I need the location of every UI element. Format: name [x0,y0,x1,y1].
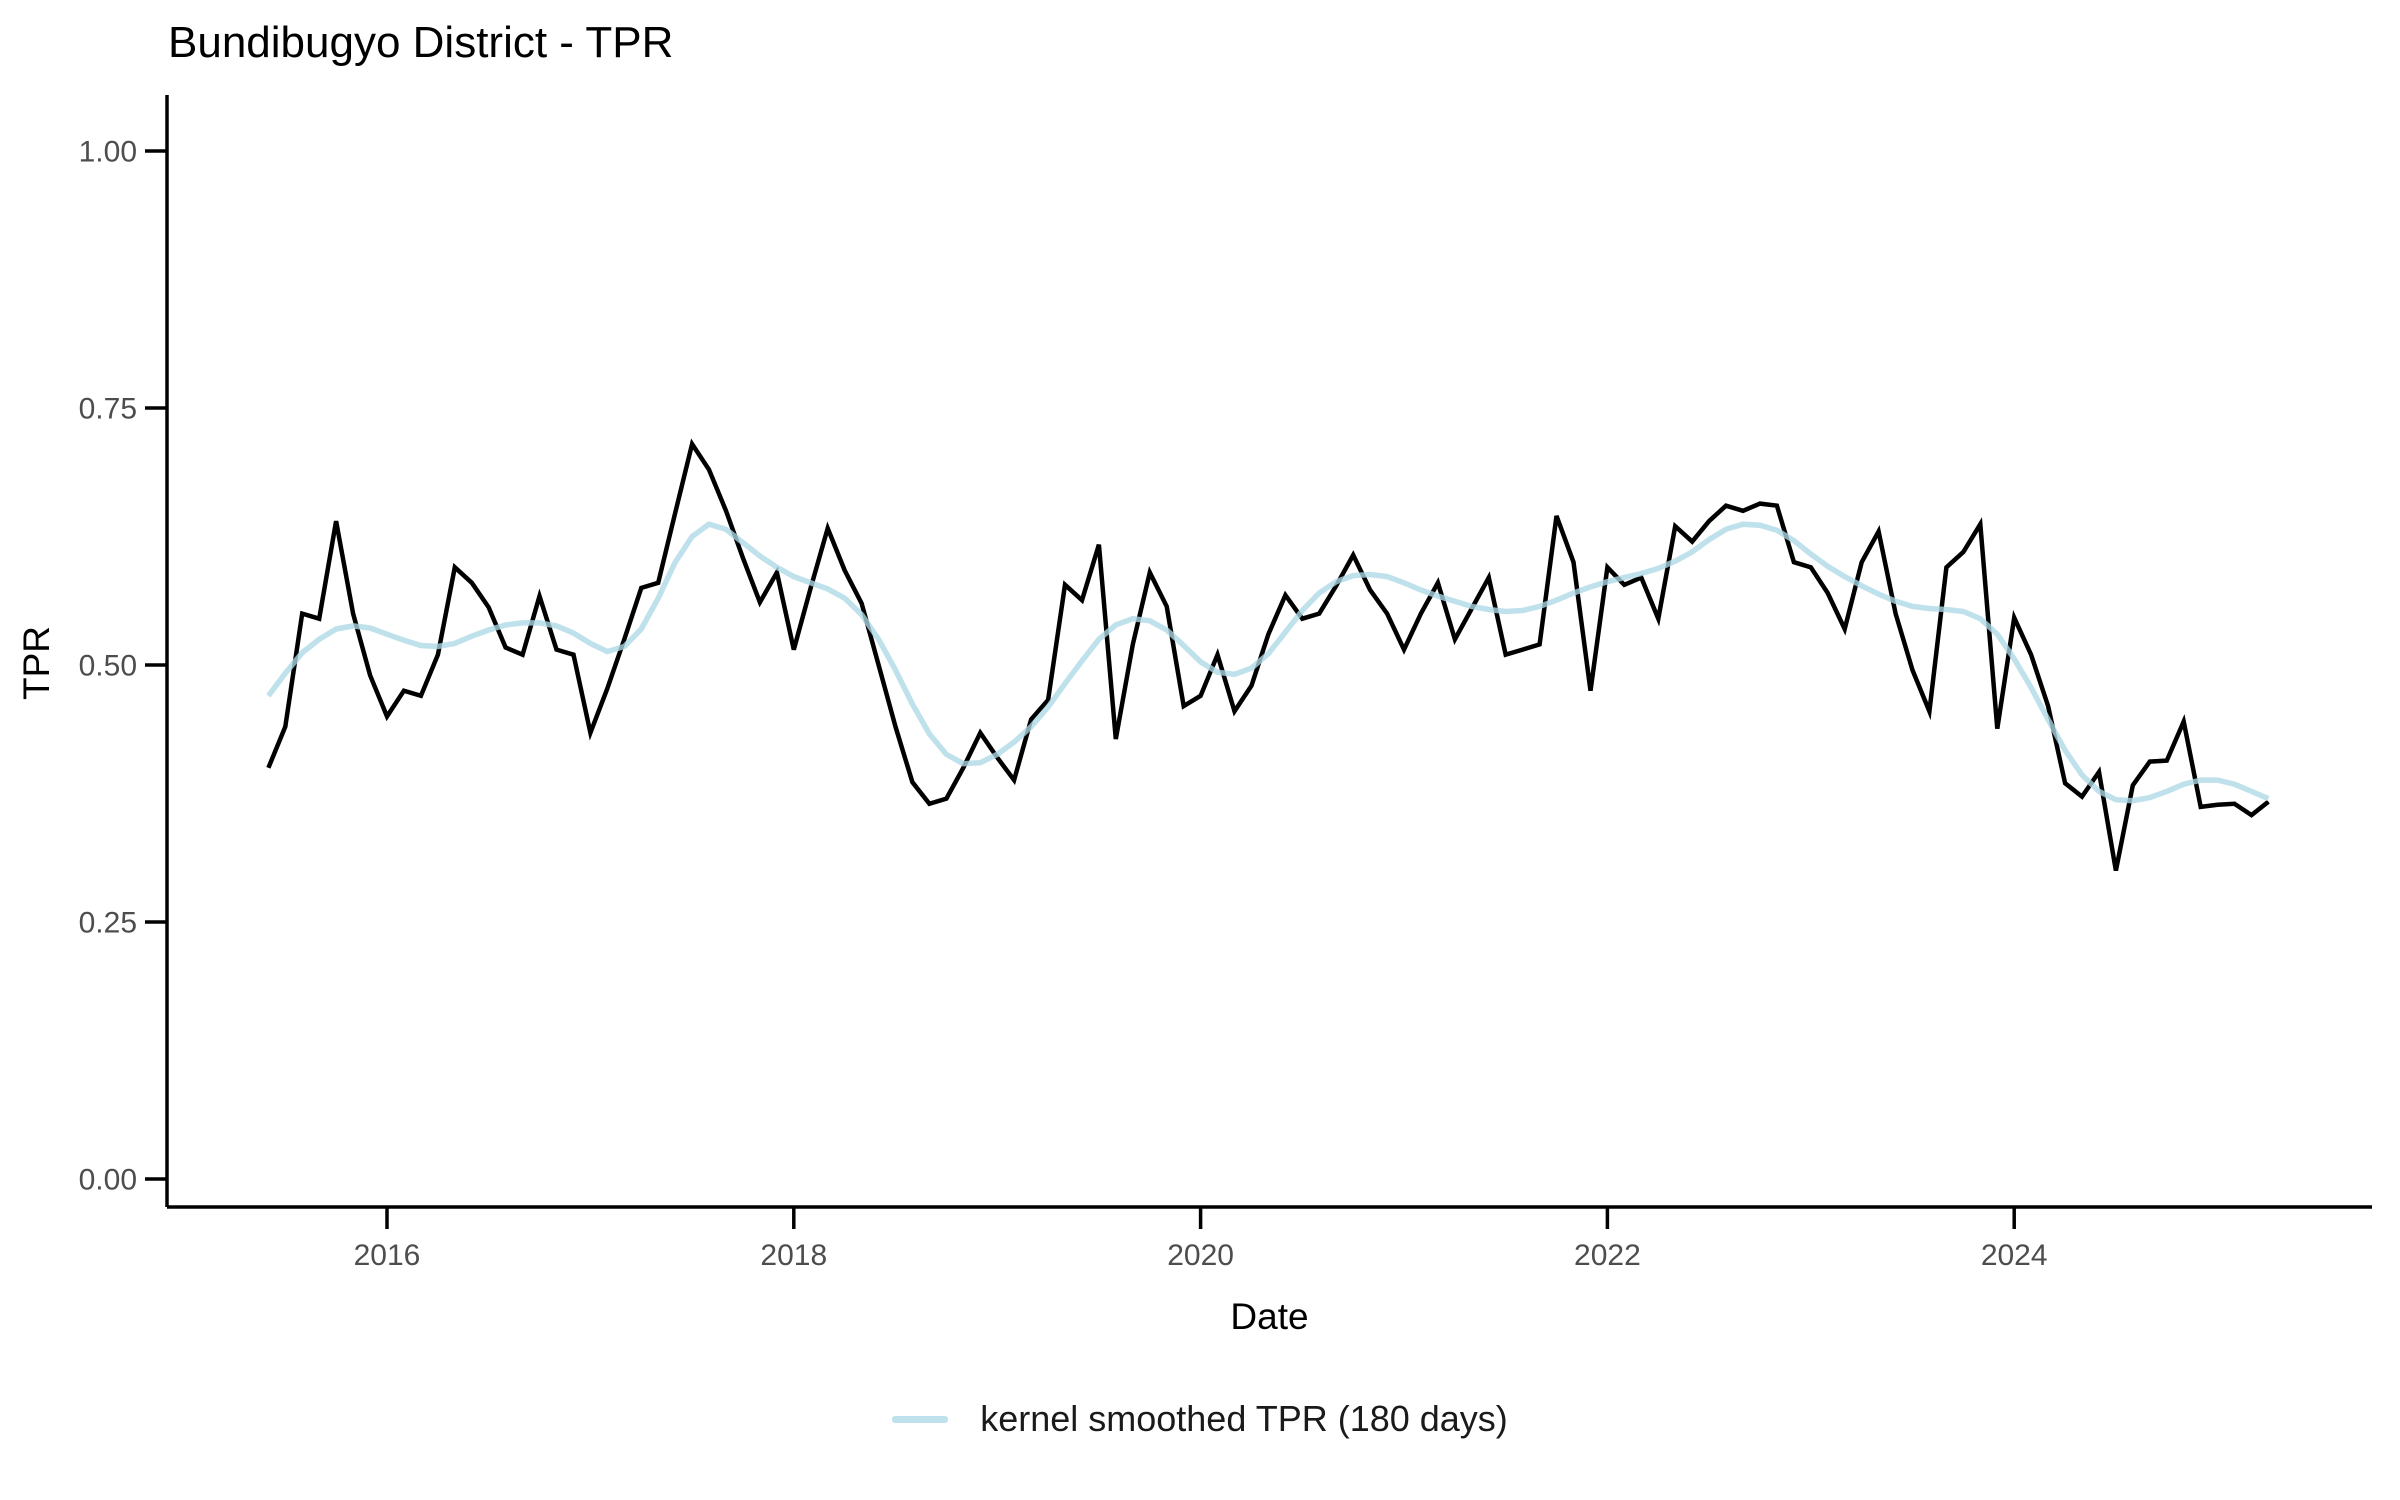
x-tick-label: 2016 [354,1239,421,1272]
y-tick-label: 0.50 [79,650,137,683]
smoothed-line-swatch [892,1415,949,1423]
y-tick-label: 0.25 [79,907,137,940]
y-tick-label: 1.00 [79,136,137,169]
x-tick-label: 2022 [1574,1239,1641,1272]
chart-title: Bundibugyo District - TPR [168,18,674,67]
legend: kernel smoothed TPR (180 days) [0,1398,2400,1440]
y-tick-label: 0.00 [79,1164,137,1197]
x-tick-label: 2024 [1981,1239,2048,1272]
y-tick-label: 0.75 [79,393,137,426]
legend-label: kernel smoothed TPR (180 days) [980,1398,1508,1439]
x-tick-label: 2018 [760,1239,827,1272]
y-axis-title: TPR [16,626,57,700]
x-tick-label: 2020 [1167,1239,1234,1272]
smoothed-line [266,521,2270,804]
tpr-line [266,438,2270,872]
x-axis-title: Date [1230,1296,1309,1337]
